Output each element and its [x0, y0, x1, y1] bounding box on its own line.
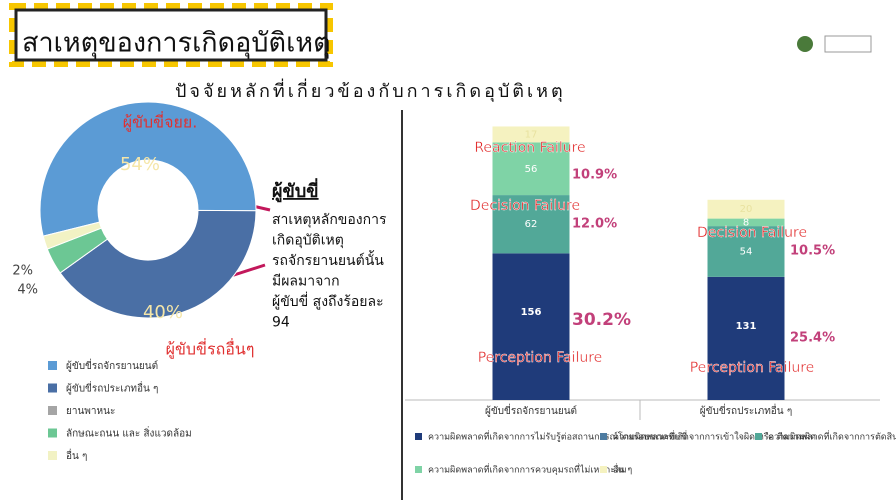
legend-swatch [48, 383, 57, 393]
legend-label: อื่น ๆ [66, 448, 87, 462]
slice-label: 4% [17, 283, 38, 298]
slice-label: 54% [120, 154, 160, 175]
bar-segment [707, 226, 785, 277]
segment-label: 17 [525, 129, 538, 140]
bar-segment [492, 195, 570, 254]
logo [797, 36, 813, 52]
failure-label: Perception Failure [478, 350, 603, 366]
percent-label: 30.2% [572, 310, 631, 330]
donut-slice [59, 209, 257, 319]
bar-segment [492, 126, 570, 143]
legend-swatch [415, 466, 422, 473]
legend-label: ผู้ขับขี่รถจักรยานยนต์ [66, 358, 158, 372]
percent-label: 25.4% [790, 331, 835, 346]
bar-segment [707, 199, 785, 219]
legend-label: ความผิดพลาดที่เกิดจากการไม่รับรู้ต่อสถาน… [428, 430, 687, 443]
failure-label: Decision Failure [697, 225, 807, 241]
slice-label: 40% [143, 302, 183, 323]
failure-label: Perception Failure [690, 360, 815, 376]
legend-swatch [48, 451, 57, 460]
logo [824, 35, 872, 53]
segment-label: 20 [740, 204, 753, 215]
legend-label: ความผิดพลาดที่เกิดจากการควบคุมรถที่ไม่เห… [428, 463, 627, 476]
legend-label: ความผิดพลาดที่เกิดจากการตัดสินใจ [768, 430, 896, 443]
legend-swatch [755, 433, 762, 440]
failure-label: Decision Failure [470, 198, 580, 214]
legend-swatch [600, 433, 607, 440]
legend-label: ลักษณะถนน และ สิ่งแวดล้อม [66, 426, 192, 440]
legend-label: อื่น ๆ [613, 463, 632, 476]
segment-label: 54 [740, 246, 753, 257]
failure-label: Reaction Failure [474, 140, 585, 156]
segment-label: 156 [521, 307, 542, 318]
donut-slice [42, 221, 103, 250]
bar-segment [707, 276, 785, 400]
legend-swatch [48, 361, 57, 370]
callout-line: ผู้ขับขี่ สูงถึงร้อยละ [272, 292, 384, 310]
callout-line: 94 [272, 315, 290, 331]
segment-label: 62 [525, 219, 538, 230]
segment-label: 8 [743, 217, 749, 228]
bar-segment [492, 142, 570, 196]
bar-segment [492, 253, 570, 400]
annotation: ผู้ขับขี่จยย. [123, 111, 198, 133]
callout-line: สาเหตุหลักของการ [272, 212, 387, 228]
x-tick-label: ผู้ขับขี่รถจักรยานยนต์ [485, 403, 577, 417]
percent-label: 10.5% [790, 244, 835, 259]
legend-label: ยานพาหนะ [66, 406, 115, 417]
subtitle: ปัจจัยหลักที่เกี่ยวข้องกับการเกิดอุบัติเ… [175, 78, 566, 102]
legend-swatch [48, 428, 57, 438]
segment-label: 131 [736, 321, 757, 332]
callout-line: รถจักรยานยนต์นั้น [272, 250, 384, 269]
title: สาเหตุของการเกิดอุบัติเหตุ [22, 28, 331, 60]
legend-swatch [600, 466, 607, 473]
callout-line: มีผลมาจาก [272, 274, 340, 290]
legend-label: ความผิดพลาดที่เกิดจากการเข้าใจผิด หรือ ต… [613, 430, 816, 443]
x-tick-label: ผู้ขับขี่รถประเภทอื่น ๆ [700, 403, 792, 417]
callout-line: เกิดอุบัติเหตุ [272, 233, 344, 249]
bar-segment [707, 218, 785, 227]
segment-label: 56 [525, 164, 538, 175]
donut-slice [39, 101, 257, 237]
callout-title: ผู้ขับขี่ [272, 178, 319, 203]
percent-label: 10.9% [572, 168, 617, 183]
annotation: ผู้ขับขี่รถอื่นๆ [166, 338, 255, 360]
legend-swatch [48, 406, 57, 415]
percent-label: 12.0% [572, 217, 617, 232]
legend-label: ผู้ขับขี่รถประเภทอื่น ๆ [66, 381, 158, 395]
slice-label: 2% [12, 264, 33, 279]
legend-swatch [415, 433, 422, 440]
title-box [14, 8, 328, 62]
